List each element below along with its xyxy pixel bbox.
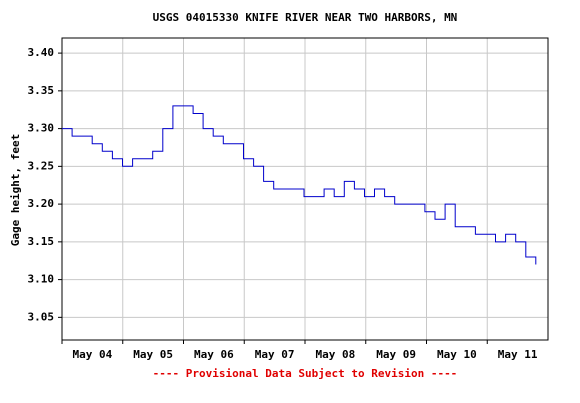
x-tick-label: May 07: [255, 348, 295, 361]
y-tick-label: 3.05: [28, 310, 55, 323]
footnote: ---- Provisional Data Subject to Revisio…: [153, 367, 458, 380]
chart-title: USGS 04015330 KNIFE RIVER NEAR TWO HARBO…: [153, 11, 458, 24]
x-tick-label: May 10: [437, 348, 477, 361]
data-line: [62, 105, 537, 265]
x-tick-label: May 11: [498, 348, 538, 361]
x-tick-label: May 05: [133, 348, 173, 361]
y-tick-label: 3.15: [28, 235, 55, 248]
y-tick-label: 3.25: [28, 159, 55, 172]
y-axis-label: Gage height, feet: [9, 134, 22, 247]
plot-frame: [61, 37, 549, 341]
y-tick-label: 3.40: [28, 46, 55, 59]
y-tick-label: 3.10: [28, 273, 55, 286]
x-tick-label: May 06: [194, 348, 234, 361]
x-tick-label: May 09: [376, 348, 416, 361]
y-tick-label: 3.30: [28, 122, 55, 135]
x-tick-label: May 08: [316, 348, 356, 361]
x-tick-label: May 04: [73, 348, 113, 361]
y-tick-label: 3.20: [28, 197, 55, 210]
y-tick-label: 3.35: [28, 84, 55, 97]
